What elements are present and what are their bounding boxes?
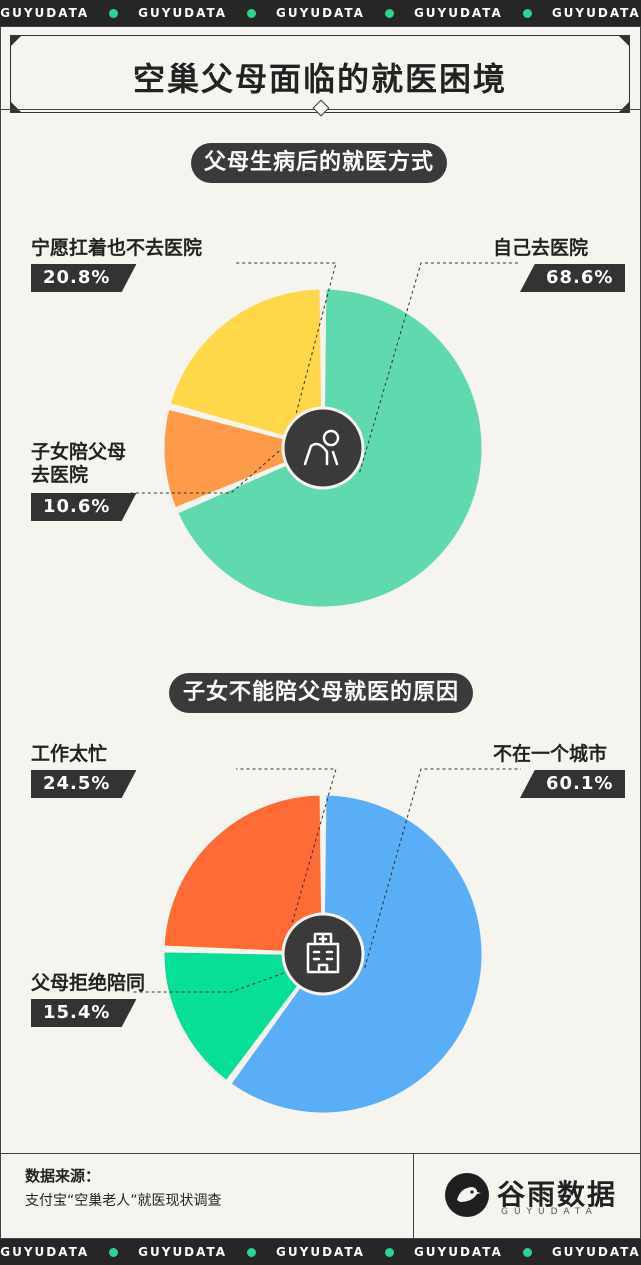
brand-word: GUYUDATA: [276, 6, 365, 20]
chart2-value-1: 15.4%: [31, 999, 137, 1027]
chart1-label-0: 自己去医院: [493, 237, 589, 259]
chart1-label-1a: 子女陪父母: [31, 441, 127, 463]
corner-decoration: [618, 35, 630, 47]
page-title: 空巢父母面临的就医困境: [132, 60, 507, 98]
brand-word: GUYUDATA: [276, 1245, 365, 1259]
poster-frame: 空巢父母面临的就医困境 父母生病后的就医方式 子女不能陪父母就医的原因 自己去医…: [0, 26, 641, 1239]
chart2-label-1: 父母拒绝陪同: [31, 972, 146, 994]
chart2-value-0: 60.1%: [520, 770, 626, 798]
dot-icon: [384, 8, 394, 18]
corner-decoration: [618, 101, 630, 113]
brand-word: GUYUDATA: [0, 6, 90, 20]
corner-decoration: [10, 35, 22, 47]
source-text: 支付宝“空巢老人”就医现状调查: [25, 1193, 222, 1209]
pie-slice-2: [161, 792, 325, 956]
chart1-value-2: 20.8%: [31, 264, 137, 292]
dot-icon: [384, 1247, 394, 1257]
pie-charts: [131, 262, 521, 1116]
chart1-label-1b: 去医院: [31, 464, 89, 486]
brand-strip-bottom: GUYUDATA GUYUDATA GUYUDATA GUYUDATA GUYU…: [0, 1239, 641, 1265]
footer-divider: [1, 1153, 641, 1154]
pie-slice-1: [161, 406, 328, 511]
brand-word: GUYUDATA: [551, 1245, 641, 1259]
brand-word: GUYUDATA: [138, 1245, 228, 1259]
brand-word: GUYUDATA: [413, 1245, 503, 1259]
logo-subtitle: GUYUDATA: [501, 1207, 598, 1217]
dot-icon: [247, 1247, 257, 1257]
leader-line-0: [359, 262, 521, 473]
chart2-label-2: 工作太忙: [31, 743, 108, 765]
center-circle: [281, 912, 365, 996]
chart1-label-2: 宁愿扛着也不去医院: [31, 237, 203, 259]
hospital-building-icon: [306, 932, 340, 974]
pie-chart-1: [131, 262, 521, 610]
brand-word: GUYUDATA: [413, 6, 503, 20]
title-box: 空巢父母面临的就医困境: [10, 35, 630, 113]
footer-vertical-divider: [413, 1153, 414, 1239]
chart1-value-0: 68.6%: [520, 264, 626, 292]
brand-strip-top: GUYUDATA GUYUDATA GUYUDATA GUYUDATA GUYU…: [0, 0, 641, 26]
dot-icon: [109, 8, 119, 18]
leader-line-0: [364, 768, 521, 968]
elderly-person-icon: [303, 429, 340, 466]
dot-icon: [522, 8, 532, 18]
chart1-value-1: 10.6%: [31, 493, 137, 521]
pie-chart-2: [131, 768, 521, 1116]
source-title: 数据来源：: [25, 1167, 101, 1185]
dot-icon: [522, 1247, 532, 1257]
chart2-value-2: 24.5%: [31, 770, 137, 798]
corner-decoration: [10, 101, 22, 113]
section-title-1: 父母生病后的就医方式: [191, 143, 447, 183]
chart2-label-0: 不在一个城市: [493, 743, 608, 765]
logo-name: 谷雨数据: [497, 1178, 618, 1211]
pie-slice-2: [167, 286, 325, 450]
bird-logo-icon: [445, 1173, 489, 1217]
dot-icon: [109, 1247, 119, 1257]
pie-slice-1: [161, 949, 326, 1084]
brand-word: GUYUDATA: [551, 6, 641, 20]
section-title-2: 子女不能陪父母就医的原因: [169, 673, 473, 713]
brand-word: GUYUDATA: [138, 6, 228, 20]
dot-icon: [247, 8, 257, 18]
brand-word: GUYUDATA: [0, 1245, 90, 1259]
leader-line-1: [131, 972, 284, 993]
